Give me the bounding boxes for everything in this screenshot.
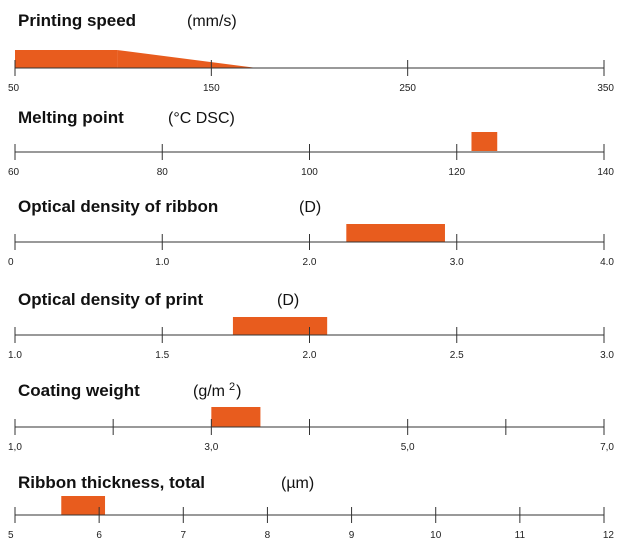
- tick-label: 9: [349, 530, 355, 539]
- unit-label: (D): [277, 292, 299, 309]
- tick-label: 80: [157, 167, 169, 178]
- chart-title: Ribbon thickness, total: [18, 473, 205, 492]
- chart-panel: Printing speed (mm/s) 50 150 250 350: [8, 11, 614, 94]
- tick-label: 3.0: [600, 350, 614, 361]
- tick-label: 2.0: [303, 257, 317, 268]
- range-bar: [15, 50, 118, 68]
- tick-label: 3.0: [450, 257, 464, 268]
- tick-label: 12: [603, 530, 615, 539]
- tick-label: 1.0: [155, 257, 169, 268]
- unit-label: (°C DSC): [168, 110, 235, 127]
- tick-label: 120: [448, 167, 465, 178]
- chart-panel: Optical density of ribbon (D) 0 1.0 2.0 3.0 4.…: [8, 197, 614, 268]
- range-bar: [211, 407, 261, 427]
- chart-title: Melting point: [18, 108, 124, 127]
- chart-title: Printing speed: [18, 11, 136, 30]
- tick-label: 5,0: [401, 442, 415, 453]
- tick-label: 3,0: [204, 442, 218, 453]
- tick-label: 6: [96, 530, 102, 539]
- tick-label: 1.5: [155, 350, 169, 361]
- tick-label: 0: [8, 257, 14, 268]
- unit-label: (g/m 2): [193, 381, 241, 400]
- tick-label: 1.0: [8, 350, 22, 361]
- tick-label: 60: [8, 167, 20, 178]
- chart-panel: Optical density of print (D) 1.0 1.5 2.0 2.5 3…: [8, 290, 614, 361]
- tick-label: 2.0: [303, 350, 317, 361]
- tick-label: 100: [301, 167, 318, 178]
- tick-label: 150: [203, 83, 220, 94]
- tick-label: 4.0: [600, 257, 614, 268]
- tick-label: 1,0: [8, 442, 22, 453]
- chart-panel: Coating weight (g/m 2) 1,0 3,0 5,0 7,0: [8, 381, 614, 453]
- range-bar: [232, 317, 328, 335]
- unit-label: (mm/s): [187, 13, 237, 30]
- chart-title: Optical density of ribbon: [18, 197, 218, 216]
- tick-label: 5: [8, 530, 14, 539]
- chart-panel: Ribbon thickness, total (µm) 5 6 7 8 9 10 11 12: [8, 473, 614, 539]
- range-bar-taper: [117, 50, 257, 68]
- unit-label: (D): [299, 199, 321, 216]
- tick-label: 140: [597, 167, 614, 178]
- tick-label: 350: [597, 83, 614, 94]
- tick-label: 50: [8, 83, 20, 94]
- tick-label: 11: [515, 530, 526, 539]
- tick-label: 2.5: [450, 350, 464, 361]
- chart-title: Optical density of print: [18, 290, 203, 309]
- range-bar: [346, 224, 445, 242]
- tick-label: 8: [265, 530, 271, 539]
- chart-title: Coating weight: [18, 381, 140, 400]
- tick-label: 7: [181, 530, 187, 539]
- unit-label: (µm): [281, 475, 314, 492]
- tick-label: 250: [399, 83, 416, 94]
- chart-panel: Melting point (°C DSC) 60 80 100 120 140: [8, 108, 614, 178]
- tick-label: 10: [430, 530, 442, 539]
- range-bar: [471, 132, 498, 151]
- range-bar: [61, 496, 106, 515]
- tick-label: 7,0: [600, 442, 614, 453]
